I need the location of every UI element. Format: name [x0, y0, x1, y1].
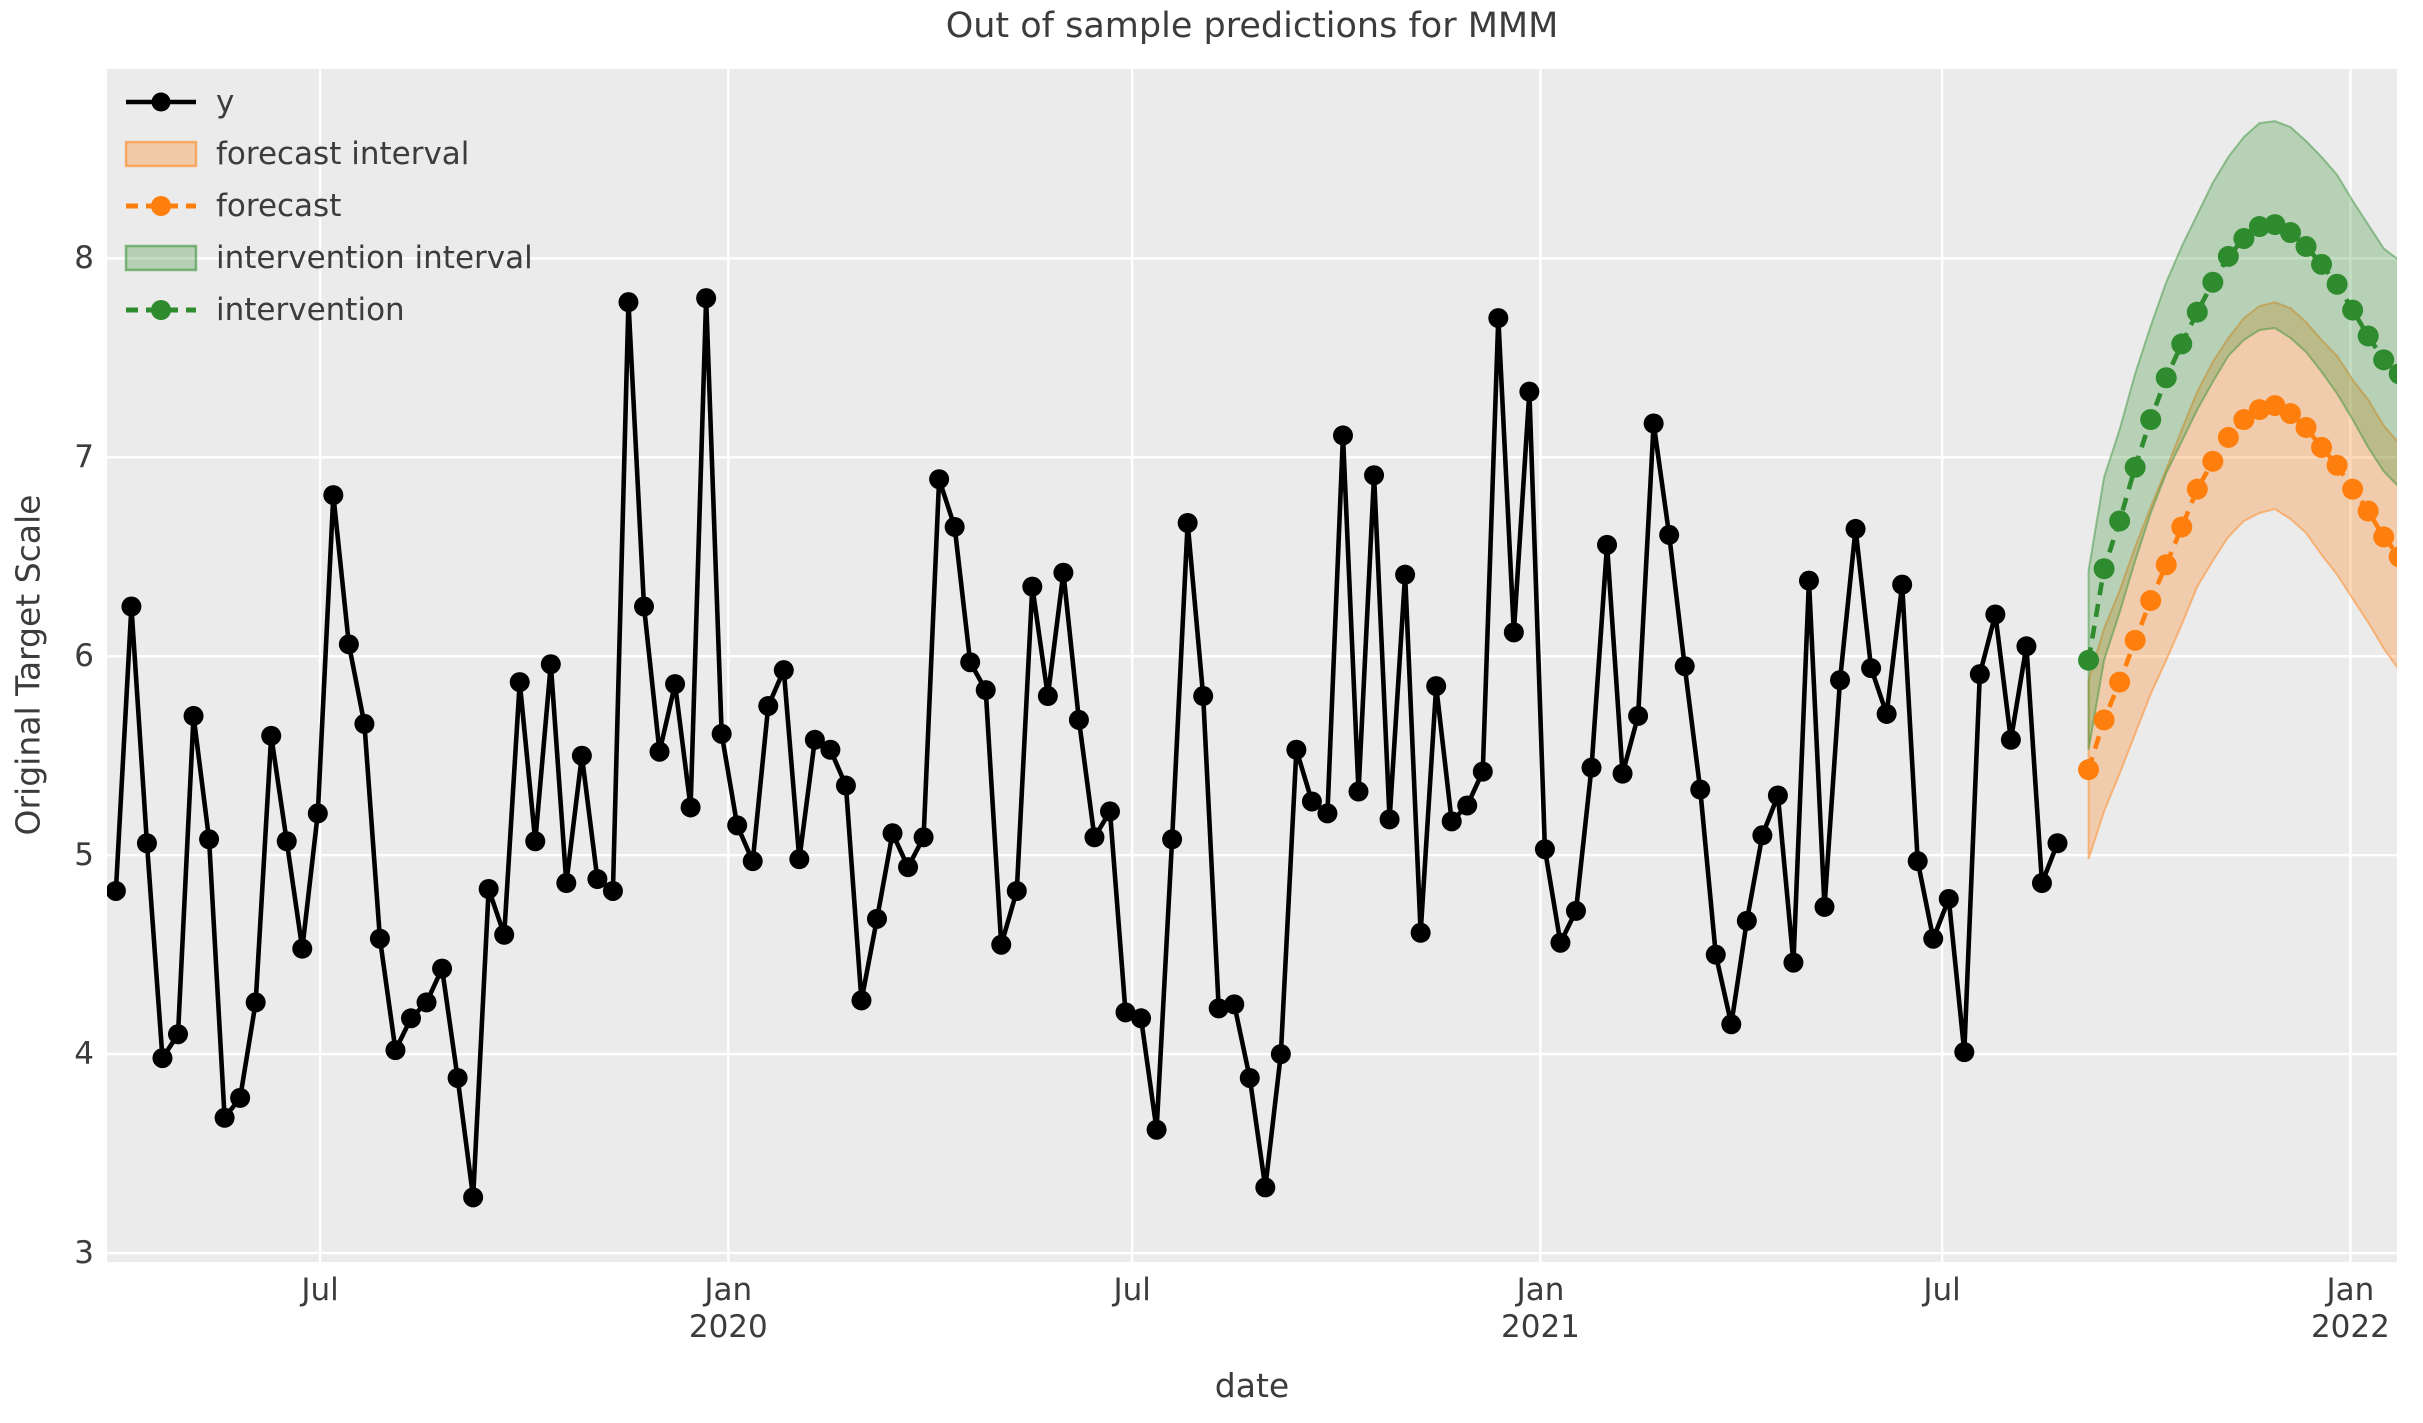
y-tick-label: 4 [74, 1036, 94, 1073]
x-tick-label: Jul [301, 1272, 339, 1308]
legend-item-forecast: forecast [124, 180, 533, 232]
orange-patch-icon [124, 139, 198, 169]
dashed-line-marker-icon [124, 295, 198, 325]
x-axis-label: date [1214, 1366, 1290, 1405]
x-tick-label: Jan 2021 [1501, 1272, 1580, 1345]
legend-label: forecast [216, 188, 342, 224]
legend-item-y: y [124, 76, 533, 128]
legend-label: y [216, 84, 235, 120]
legend-label: forecast interval [216, 136, 470, 172]
chart-title: Out of sample predictions for MMM [945, 6, 1559, 46]
x-tick-label: Jul [1923, 1272, 1961, 1308]
x-tick-label: Jan 2022 [2310, 1272, 2390, 1345]
green-patch-icon [124, 243, 198, 273]
solid-line-marker-icon [124, 87, 198, 117]
x-tick-label: Jul [1113, 1272, 1151, 1308]
legend-label: intervention interval [216, 240, 533, 276]
legend-item-intervention-interval: intervention interval [124, 232, 533, 284]
dashed-line-marker-icon [124, 191, 198, 221]
legend-label: intervention [216, 292, 405, 328]
legend: y forecast interval forecast interventio… [124, 76, 533, 336]
y-tick-label: 7 [74, 439, 94, 476]
y-tick-label: 6 [74, 638, 94, 675]
y-tick-label: 3 [74, 1235, 94, 1272]
x-tick-label: Jan 2020 [688, 1272, 768, 1345]
y-tick-label: 5 [74, 837, 94, 874]
legend-item-forecast-interval: forecast interval [124, 128, 533, 180]
legend-item-intervention: intervention [124, 284, 533, 336]
y-tick-label: 8 [74, 240, 94, 277]
